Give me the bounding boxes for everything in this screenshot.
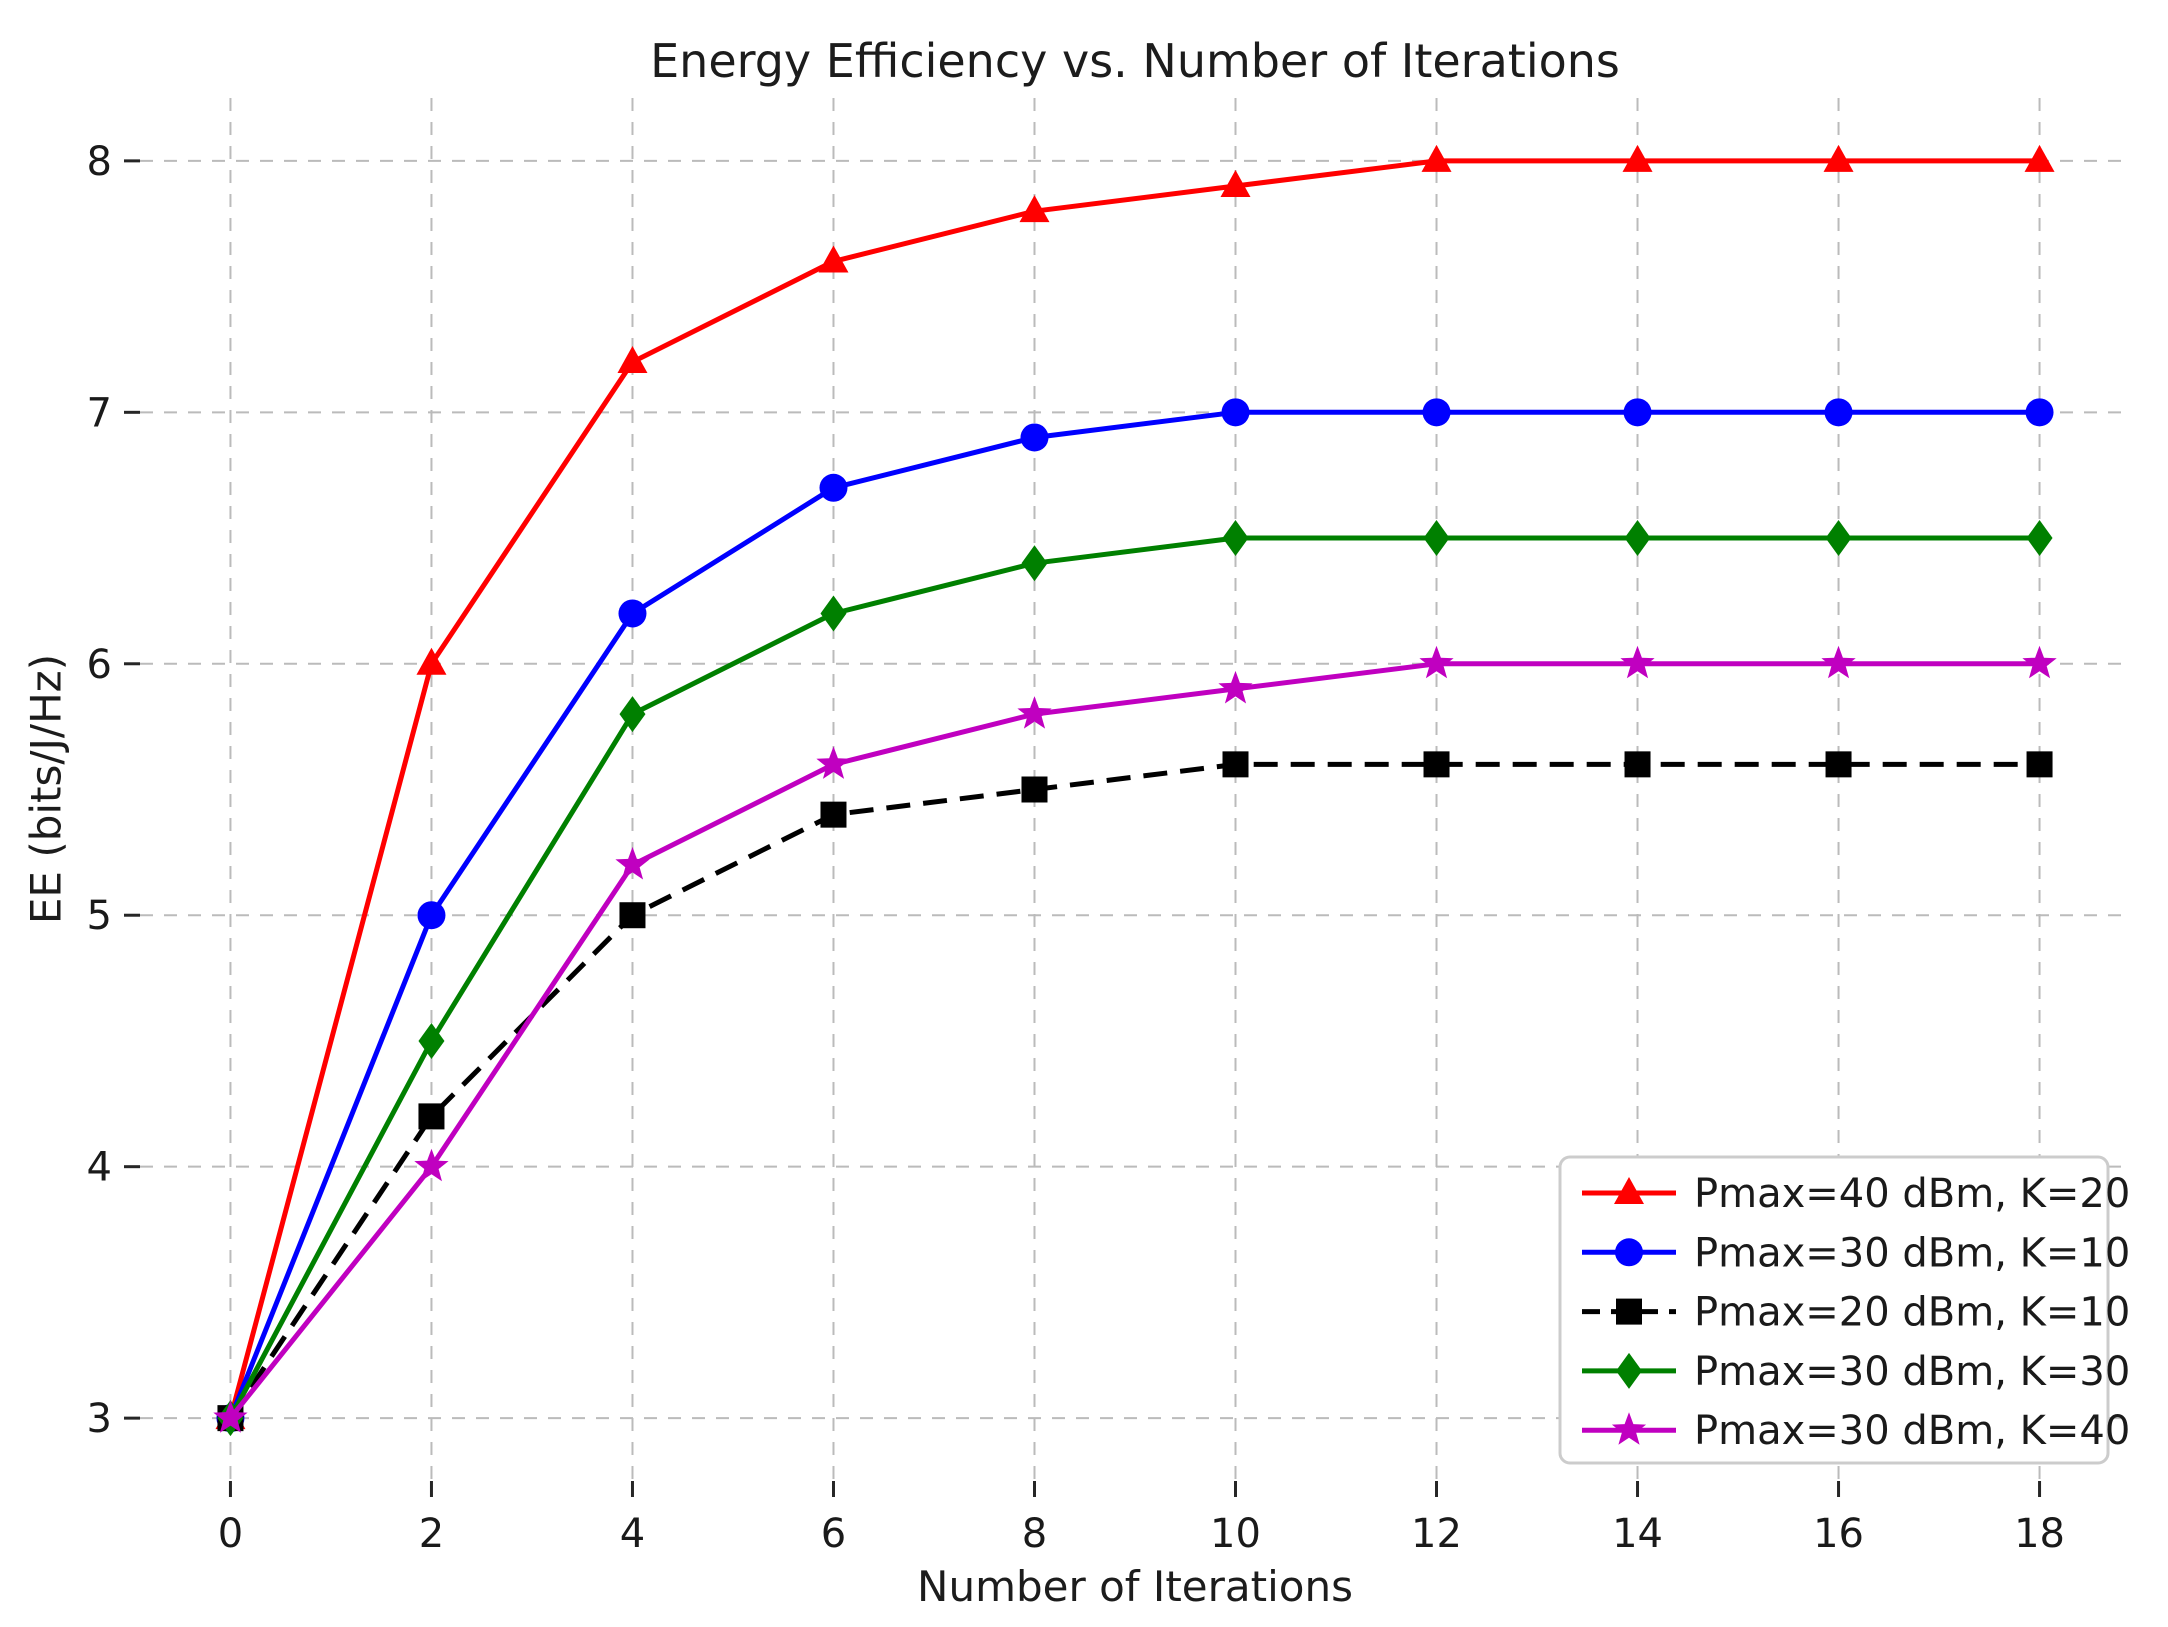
series-line-0	[228, 158, 2040, 1419]
legend-label-3: Pmax=30 dBm, K=30	[1694, 1349, 2130, 1395]
data-point-marker-3-3	[820, 595, 847, 632]
data-point-marker-0-7	[1622, 144, 1653, 172]
y-axis-label: EE (bits/J/Hz)	[21, 653, 71, 925]
legend-swatch-marker-0	[1614, 1177, 1644, 1204]
data-point-marker-2-9	[2026, 751, 2053, 778]
data-point-marker-1-3	[819, 473, 848, 502]
data-point-marker-4-7	[1620, 645, 1655, 679]
data-point-marker-1-8	[1824, 398, 1853, 427]
legend-label-1: Pmax=30 dBm, K=10	[1694, 1230, 2130, 1276]
data-point-marker-1-1	[417, 901, 446, 930]
legend-label-2: Pmax=20 dBm, K=10	[1694, 1290, 2130, 1336]
data-point-marker-4-6	[1419, 645, 1454, 679]
legend-swatch-marker-4	[1611, 1412, 1647, 1445]
legend-label-0: Pmax=40 dBm, K=20	[1694, 1171, 2130, 1217]
y-tick-label-6: 6	[87, 642, 112, 688]
data-point-marker-1-4	[1020, 423, 1049, 452]
data-point-marker-0-9	[2024, 144, 2055, 172]
y-tick-label-8: 8	[87, 139, 112, 185]
data-point-marker-4-3	[816, 746, 851, 779]
legend-swatch-marker-2	[1616, 1298, 1642, 1325]
data-point-marker-1-2	[618, 599, 647, 628]
data-point-marker-2-6	[1423, 751, 1450, 778]
data-point-marker-3-4	[1021, 545, 1048, 582]
legend-swatch-marker-1	[1615, 1238, 1643, 1267]
data-point-marker-4-0	[213, 1400, 248, 1433]
legend	[1558, 1155, 2110, 1465]
data-point-marker-0-4	[1019, 195, 1050, 223]
x-tick-label-6: 6	[821, 1511, 846, 1557]
data-point-marker-0-1	[416, 647, 447, 675]
data-point-marker-1-5	[1221, 398, 1250, 427]
data-point-marker-3-1	[418, 1022, 445, 1059]
data-point-marker-4-2	[615, 846, 650, 880]
chart-title: Energy Efficiency vs. Number of Iteratio…	[650, 34, 1620, 88]
data-point-marker-1-7	[1623, 398, 1652, 427]
x-tick-label-0: 0	[218, 1511, 243, 1557]
data-point-marker-0-8	[1823, 144, 1854, 172]
data-point-marker-3-8	[1825, 520, 1852, 557]
data-point-marker-1-9	[2025, 398, 2054, 427]
x-tick-label-2: 2	[419, 1511, 444, 1557]
series-line-3	[228, 535, 2040, 1420]
y-tick-label-7: 7	[87, 390, 112, 436]
x-tick-label-4: 4	[620, 1511, 645, 1557]
x-axis-label: Number of Iterations	[917, 1562, 1353, 1611]
data-point-marker-2-5	[1222, 751, 1249, 778]
data-point-marker-4-5	[1218, 670, 1253, 704]
data-point-marker-2-8	[1825, 751, 1852, 778]
x-tick-label-14: 14	[1612, 1511, 1663, 1557]
data-point-marker-3-5	[1222, 520, 1249, 557]
y-tick-label-5: 5	[87, 893, 112, 939]
data-point-marker-0-2	[617, 346, 648, 374]
data-point-marker-2-3	[820, 801, 847, 828]
y-tick-label-4: 4	[87, 1145, 112, 1191]
data-point-marker-2-7	[1624, 751, 1651, 778]
data-point-marker-1-6	[1422, 398, 1451, 427]
series-line-4	[228, 661, 2040, 1420]
data-point-marker-4-9	[2022, 645, 2057, 679]
data-point-marker-4-4	[1017, 696, 1052, 729]
data-point-marker-0-3	[818, 245, 849, 273]
data-point-marker-3-7	[1624, 520, 1651, 557]
legend-swatch-marker-3	[1616, 1352, 1642, 1389]
data-point-marker-0-5	[1220, 170, 1251, 198]
data-point-marker-3-9	[2026, 520, 2053, 557]
data-point-marker-3-6	[1423, 520, 1450, 557]
data-point-marker-4-1	[414, 1148, 449, 1182]
data-point-marker-2-1	[418, 1103, 445, 1130]
series-line-1	[228, 409, 2040, 1420]
y-tick-label-3: 3	[87, 1396, 112, 1442]
x-tick-label-16: 16	[1813, 1511, 1864, 1557]
x-tick-label-8: 8	[1022, 1511, 1047, 1557]
data-point-marker-2-2	[619, 902, 646, 929]
legend-label-4: Pmax=30 dBm, K=40	[1694, 1408, 2130, 1454]
data-point-marker-0-6	[1421, 144, 1452, 172]
x-tick-label-10: 10	[1210, 1511, 1261, 1557]
data-point-marker-4-8	[1821, 645, 1856, 679]
data-point-marker-3-2	[619, 696, 646, 733]
data-point-marker-2-4	[1021, 776, 1048, 803]
x-tick-label-12: 12	[1411, 1511, 1462, 1557]
x-tick-label-18: 18	[2014, 1511, 2065, 1557]
